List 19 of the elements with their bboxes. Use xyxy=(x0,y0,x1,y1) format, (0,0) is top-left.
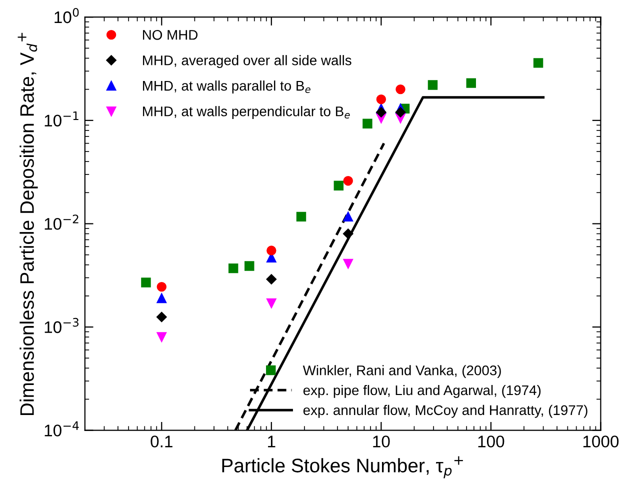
legend-label: exp. annular flow, McCoy and Hanratty, (1977) xyxy=(303,404,588,418)
x-tick-label: 10 xyxy=(373,436,390,448)
x-axis-title: Particle Stokes Number, τ$_{p}$$^{+}$ xyxy=(222,456,463,478)
y-tick-label: 10$^{−1}$ xyxy=(44,111,78,127)
y-tick-label: 10$^{0}$ xyxy=(54,8,79,24)
y-tick-label: 10$^{−3}$ xyxy=(44,318,79,334)
y-tick-label: 10$^{−4}$ xyxy=(44,421,79,436)
x-tick-label: 1000 xyxy=(583,436,619,448)
x-tick-label: 100 xyxy=(478,436,504,448)
legend-label: Winkler, Rani and Vanka, (2003) xyxy=(302,365,501,378)
y-axis-title: Dimensionless Particle Deposition Rate, V$_{d}$$^{+}$ xyxy=(18,32,38,416)
y-tick-label: 10$^{−2}$ xyxy=(44,214,78,230)
legend-label: MHD, at walls parallel to B$_{e}$ xyxy=(143,80,310,94)
legend-label: NO MHD xyxy=(143,30,198,40)
legend-label: MHD, averaged over all side walls xyxy=(143,55,352,68)
legend-label: MHD, at walls perpendicular to B$_{e}$ xyxy=(143,106,350,120)
x-tick-label: 0.1 xyxy=(150,436,172,448)
legend-label: exp. pipe flow, Liu and Agarwal, (1974) xyxy=(303,384,541,398)
x-tick-label: 1 xyxy=(268,436,276,448)
